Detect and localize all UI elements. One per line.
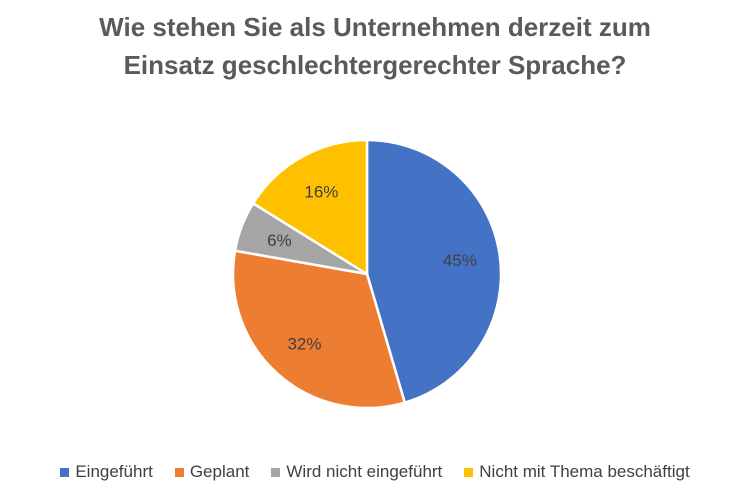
legend-label-geplant: Geplant — [189, 462, 250, 481]
chart-title-line-2: Einsatz geschlechtergerechter Sprache? — [123, 50, 627, 80]
legend-label-nicht-mit-thema: Nicht mit Thema beschäftigt — [479, 462, 690, 481]
chart-title-line-1: Wie stehen Sie als Unternehmen derzeit z… — [99, 12, 651, 42]
legend-item-wird-nicht-eingefuehrt: Wird nicht eingeführt — [271, 462, 442, 482]
legend-swatch-wird-nicht-eingefuehrt — [271, 467, 281, 477]
data-label-3: 16% — [304, 183, 338, 202]
legend-swatch-nicht-mit-thema — [464, 467, 474, 477]
pie-slice-3 — [251, 138, 369, 276]
pie-chart: 45% 32% 6% 16% — [231, 138, 503, 410]
chart-legend: Eingeführt Geplant Wird nicht eingeführt… — [0, 462, 750, 482]
legend-item-geplant: Geplant — [174, 462, 250, 482]
data-label-0: 45% — [443, 251, 477, 270]
legend-label-eingefuehrt: Eingeführt — [75, 462, 153, 481]
pie-slice-1 — [231, 249, 407, 410]
pie-slice-0 — [365, 138, 503, 404]
legend-item-eingefuehrt: Eingeführt — [60, 462, 153, 482]
chart-title: Wie stehen Sie als Unternehmen derzeit z… — [0, 8, 750, 84]
data-label-1: 32% — [287, 334, 321, 353]
legend-item-nicht-mit-thema: Nicht mit Thema beschäftigt — [464, 462, 690, 482]
legend-label-wird-nicht-eingefuehrt: Wird nicht eingeführt — [286, 462, 443, 481]
legend-swatch-geplant — [174, 467, 184, 477]
data-label-2: 6% — [267, 231, 292, 250]
legend-swatch-eingefuehrt — [60, 467, 70, 477]
